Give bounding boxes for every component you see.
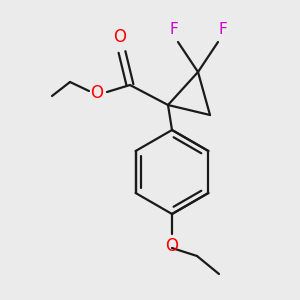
Text: F: F xyxy=(169,22,178,37)
Text: F: F xyxy=(219,22,227,37)
Text: O: O xyxy=(91,84,103,102)
Text: O: O xyxy=(166,237,178,255)
Text: O: O xyxy=(113,28,127,46)
